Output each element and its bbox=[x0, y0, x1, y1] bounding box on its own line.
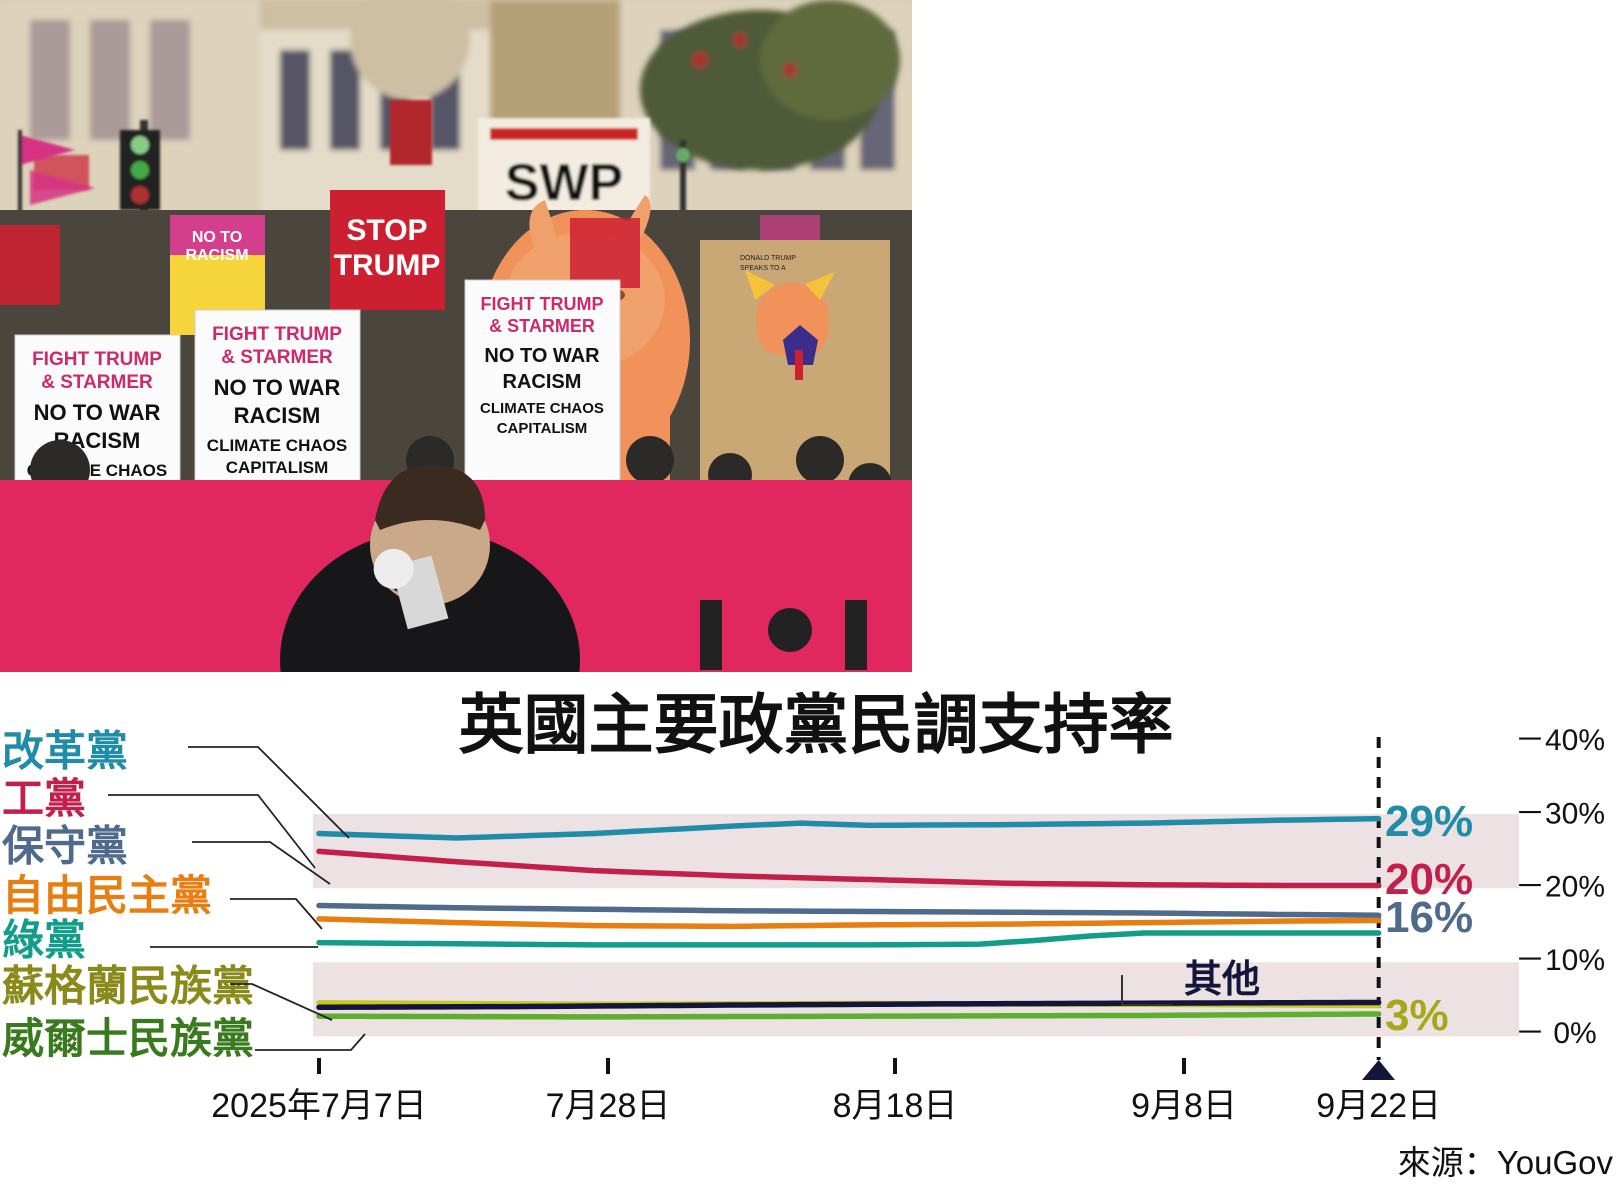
svg-text:29%: 29% bbox=[1385, 797, 1473, 846]
svg-text:16%: 16% bbox=[1385, 893, 1473, 942]
svg-text:CLIMATE CHAOS: CLIMATE CHAOS bbox=[480, 400, 604, 417]
svg-text:－20%: －20% bbox=[1515, 871, 1605, 904]
svg-text:FIGHT TRUMP: FIGHT TRUMP bbox=[32, 349, 162, 370]
svg-text:DONALD TRUMP: DONALD TRUMP bbox=[740, 255, 796, 262]
svg-text:& STARMER: & STARMER bbox=[489, 316, 595, 336]
svg-text:SPEAKS TO A: SPEAKS TO A bbox=[740, 265, 786, 272]
svg-text:NO TO WAR: NO TO WAR bbox=[484, 345, 600, 367]
svg-text:RACISM: RACISM bbox=[234, 403, 321, 428]
svg-text:威爾士民族黨: 威爾士民族黨 bbox=[2, 1015, 254, 1062]
svg-text:改革黨: 改革黨 bbox=[2, 727, 128, 774]
svg-text:NO TO WAR: NO TO WAR bbox=[34, 400, 161, 425]
svg-text:綠黨: 綠黨 bbox=[2, 917, 86, 964]
svg-text:來源：YouGov: 來源：YouGov bbox=[1398, 1144, 1614, 1181]
svg-text:NO TO: NO TO bbox=[192, 229, 242, 246]
svg-text:其他: 其他 bbox=[1184, 959, 1260, 1001]
svg-text:8月18日: 8月18日 bbox=[833, 1087, 958, 1125]
svg-text:FIGHT TRUMP: FIGHT TRUMP bbox=[481, 294, 604, 314]
svg-text:NO TO WAR: NO TO WAR bbox=[214, 375, 341, 400]
svg-text:& STARMER: & STARMER bbox=[221, 347, 333, 368]
svg-text:7月28日: 7月28日 bbox=[546, 1087, 671, 1125]
svg-text:CLIMATE CHAOS: CLIMATE CHAOS bbox=[207, 436, 347, 455]
svg-text:RACISM: RACISM bbox=[185, 247, 248, 264]
svg-text:英國主要政黨民調支持率: 英國主要政黨民調支持率 bbox=[458, 688, 1173, 761]
svg-text:STOP: STOP bbox=[346, 214, 427, 247]
svg-text:－30%: －30% bbox=[1515, 797, 1605, 830]
svg-text:9月8日: 9月8日 bbox=[1131, 1087, 1237, 1125]
svg-text:CAPITALISM: CAPITALISM bbox=[497, 420, 588, 437]
svg-text:蘇格蘭民族黨: 蘇格蘭民族黨 bbox=[2, 963, 254, 1010]
svg-text:CAPITALISM: CAPITALISM bbox=[226, 458, 329, 477]
svg-text:工黨: 工黨 bbox=[2, 775, 86, 822]
svg-text:SWP: SWP bbox=[505, 154, 623, 212]
svg-text:保守黨: 保守黨 bbox=[2, 823, 128, 870]
svg-text:TRUMP: TRUMP bbox=[334, 249, 441, 282]
svg-text:& STARMER: & STARMER bbox=[41, 372, 153, 393]
svg-text:－ 0%: － 0% bbox=[1515, 1017, 1597, 1050]
svg-text:自由民主黨: 自由民主黨 bbox=[2, 872, 212, 919]
svg-text:9月22日: 9月22日 bbox=[1316, 1087, 1441, 1125]
svg-text:FIGHT TRUMP: FIGHT TRUMP bbox=[212, 324, 342, 345]
svg-text:2025年7月7日: 2025年7月7日 bbox=[211, 1087, 426, 1125]
svg-text:－40%: －40% bbox=[1515, 724, 1605, 757]
svg-text:3%: 3% bbox=[1385, 991, 1449, 1040]
svg-text:－10%: －10% bbox=[1515, 944, 1605, 977]
svg-text:RACISM: RACISM bbox=[503, 371, 582, 393]
